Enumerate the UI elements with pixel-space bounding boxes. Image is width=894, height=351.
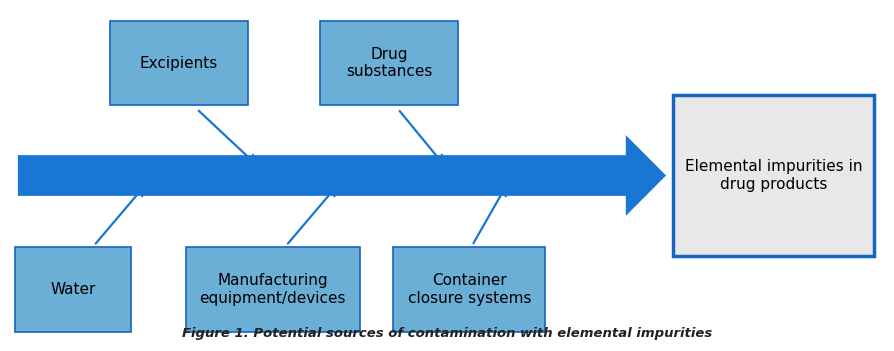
Text: Drug
substances: Drug substances	[346, 47, 432, 79]
FancyBboxPatch shape	[672, 95, 873, 256]
Text: Container
closure systems: Container closure systems	[408, 273, 531, 306]
Text: Figure 1. Potential sources of contamination with elemental impurities: Figure 1. Potential sources of contamina…	[181, 327, 713, 340]
FancyBboxPatch shape	[393, 247, 545, 332]
Text: Manufacturing
equipment/devices: Manufacturing equipment/devices	[199, 273, 346, 306]
FancyBboxPatch shape	[15, 247, 131, 332]
FancyBboxPatch shape	[186, 247, 359, 332]
Text: Water: Water	[51, 282, 96, 297]
FancyBboxPatch shape	[319, 21, 458, 105]
FancyBboxPatch shape	[110, 21, 249, 105]
Text: Elemental impurities in
drug products: Elemental impurities in drug products	[685, 159, 862, 192]
FancyArrow shape	[18, 135, 666, 216]
Text: Excipients: Excipients	[139, 56, 218, 71]
